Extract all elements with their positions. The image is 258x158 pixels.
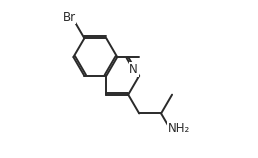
- Text: N: N: [129, 63, 138, 76]
- Text: NH₂: NH₂: [168, 122, 190, 135]
- Text: Br: Br: [62, 11, 76, 24]
